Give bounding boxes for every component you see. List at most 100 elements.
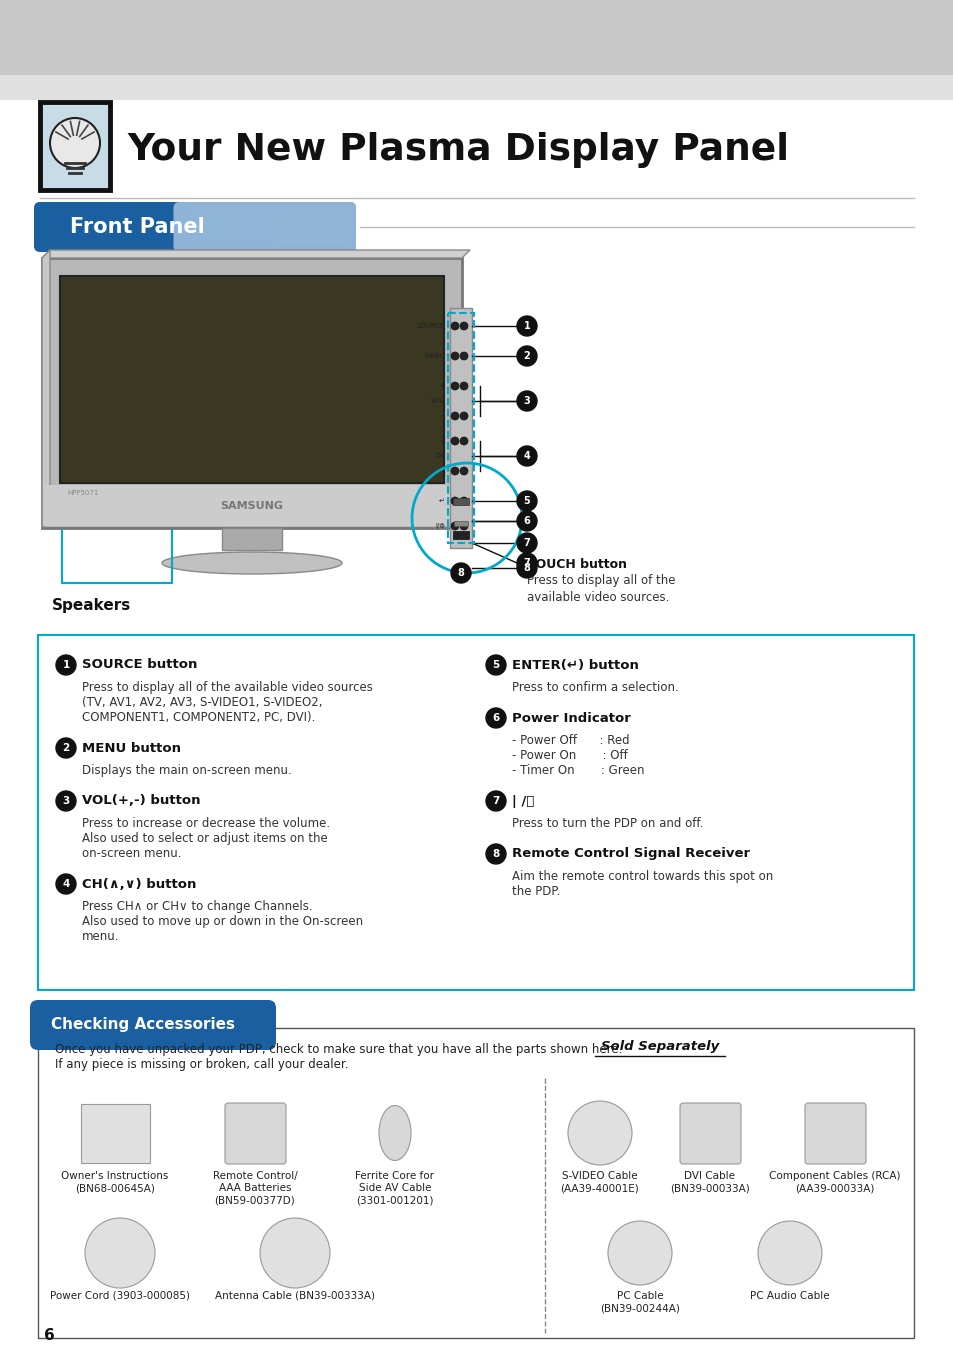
Text: 6: 6 (44, 1328, 54, 1343)
Circle shape (517, 346, 537, 366)
Text: Aim the remote control towards this spot on: Aim the remote control towards this spot… (512, 870, 773, 884)
Text: Component Cables (RCA)
(AA39-00033A): Component Cables (RCA) (AA39-00033A) (768, 1171, 900, 1193)
Text: - Timer On       : Green: - Timer On : Green (512, 765, 644, 777)
Text: Also used to move up or down in the On-screen: Also used to move up or down in the On-s… (82, 915, 363, 928)
Text: 7: 7 (492, 796, 499, 807)
Text: Sold Separately: Sold Separately (600, 1040, 719, 1052)
Bar (322, 209, 331, 245)
Circle shape (451, 563, 471, 584)
Text: 8: 8 (523, 563, 530, 573)
Circle shape (451, 322, 458, 330)
Circle shape (56, 738, 76, 758)
Circle shape (485, 844, 505, 865)
Bar (248, 209, 256, 245)
Circle shape (451, 412, 458, 420)
Text: Power Cord (3903-000085): Power Cord (3903-000085) (50, 1292, 190, 1301)
Text: 8: 8 (492, 848, 499, 859)
Text: 4: 4 (62, 880, 70, 889)
Text: 6: 6 (523, 516, 530, 526)
Circle shape (485, 708, 505, 728)
Text: PC Audio Cable: PC Audio Cable (749, 1292, 829, 1301)
Circle shape (517, 511, 537, 531)
Text: SOURCE: SOURCE (416, 323, 444, 330)
Text: Owner's Instructions
(BN68-00645A): Owner's Instructions (BN68-00645A) (61, 1171, 169, 1193)
Text: ENTER(↵) button: ENTER(↵) button (512, 658, 639, 671)
Text: - Power Off      : Red: - Power Off : Red (512, 734, 629, 747)
Circle shape (56, 790, 76, 811)
Text: +: + (438, 382, 444, 389)
Polygon shape (42, 250, 470, 258)
Circle shape (56, 655, 76, 676)
Bar (331, 209, 340, 245)
Text: 6: 6 (492, 713, 499, 723)
Bar (40, 101, 110, 190)
Circle shape (459, 497, 468, 505)
Circle shape (459, 353, 468, 359)
Circle shape (567, 1101, 631, 1165)
Text: Remote Control/
AAA Batteries
(BN59-00377D): Remote Control/ AAA Batteries (BN59-0037… (213, 1171, 297, 1206)
Text: 3: 3 (62, 796, 70, 807)
Bar (340, 209, 350, 245)
Bar (285, 209, 294, 245)
Bar (454, 521, 468, 526)
Text: Also used to select or adjust items on the: Also used to select or adjust items on t… (82, 832, 328, 844)
Circle shape (260, 1219, 330, 1288)
Text: CH: CH (435, 453, 444, 459)
Text: Press to display all of the available video sources: Press to display all of the available vi… (82, 681, 373, 694)
Text: −: − (438, 413, 444, 419)
Bar (0, 76, 953, 105)
Circle shape (451, 436, 458, 444)
Text: I/Φ: I/Φ (435, 523, 444, 530)
Circle shape (485, 790, 505, 811)
Circle shape (459, 521, 468, 530)
Text: Press to increase or decrease the volume.: Press to increase or decrease the volume… (82, 817, 330, 830)
Text: PC Cable
(BN39-00244A): PC Cable (BN39-00244A) (599, 1292, 679, 1313)
FancyBboxPatch shape (34, 203, 355, 253)
Text: menu.: menu. (82, 929, 119, 943)
Text: DVI Cable
(BN39-00033A): DVI Cable (BN39-00033A) (669, 1171, 749, 1193)
Ellipse shape (162, 553, 341, 574)
Bar (173, 209, 182, 245)
Text: Front Panel: Front Panel (70, 218, 205, 236)
Circle shape (607, 1221, 671, 1285)
Text: ↵: ↵ (438, 499, 444, 504)
FancyBboxPatch shape (30, 1000, 275, 1050)
Bar (182, 209, 192, 245)
Bar (266, 209, 275, 245)
FancyBboxPatch shape (38, 635, 913, 990)
FancyBboxPatch shape (225, 1102, 286, 1165)
Polygon shape (42, 250, 50, 528)
Text: Press to turn the PDP on and off.: Press to turn the PDP on and off. (512, 817, 702, 830)
Circle shape (451, 521, 458, 530)
Circle shape (517, 534, 537, 553)
Circle shape (517, 446, 537, 466)
FancyBboxPatch shape (679, 1102, 740, 1165)
Circle shape (459, 382, 468, 390)
Text: 2: 2 (62, 743, 70, 753)
Bar (44, 485, 459, 526)
Text: 3: 3 (523, 396, 530, 407)
Text: 1: 1 (523, 322, 530, 331)
Circle shape (758, 1221, 821, 1285)
Circle shape (517, 490, 537, 511)
Text: 5: 5 (492, 661, 499, 670)
Text: the PDP.: the PDP. (512, 885, 559, 898)
Text: Remote Control Signal Receiver: Remote Control Signal Receiver (512, 847, 749, 861)
Circle shape (517, 553, 537, 573)
Text: 7: 7 (523, 538, 530, 549)
FancyBboxPatch shape (173, 203, 355, 253)
Circle shape (451, 467, 458, 476)
Text: Power Indicator: Power Indicator (512, 712, 630, 724)
Bar (238, 209, 248, 245)
Circle shape (451, 353, 458, 359)
Text: If any piece is missing or broken, call your dealer.: If any piece is missing or broken, call … (55, 1058, 348, 1071)
Text: SAMSUNG: SAMSUNG (220, 501, 283, 511)
Text: MENU button: MENU button (82, 742, 181, 754)
Text: 8: 8 (457, 567, 464, 578)
Circle shape (459, 322, 468, 330)
Bar (201, 209, 211, 245)
Text: 5: 5 (523, 496, 530, 507)
Text: Your New Plasma Display Panel: Your New Plasma Display Panel (127, 132, 788, 168)
FancyBboxPatch shape (81, 1104, 150, 1163)
Circle shape (451, 382, 458, 390)
